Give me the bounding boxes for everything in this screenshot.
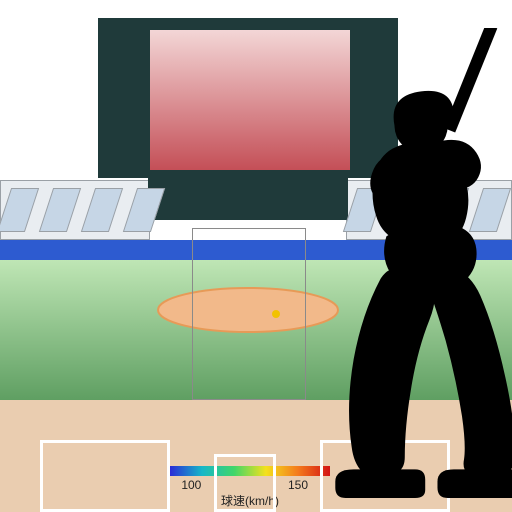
colorbar-tick-label: 150 (288, 478, 308, 492)
plate-line (214, 454, 276, 512)
pitch-chart-stage: 球速(km/h) 100150 (0, 0, 512, 512)
strike-zone (192, 228, 306, 400)
pitch-marker (272, 310, 280, 318)
batter-silhouette (310, 28, 512, 498)
plate-line (40, 440, 170, 512)
colorbar-tick-label: 100 (181, 478, 201, 492)
